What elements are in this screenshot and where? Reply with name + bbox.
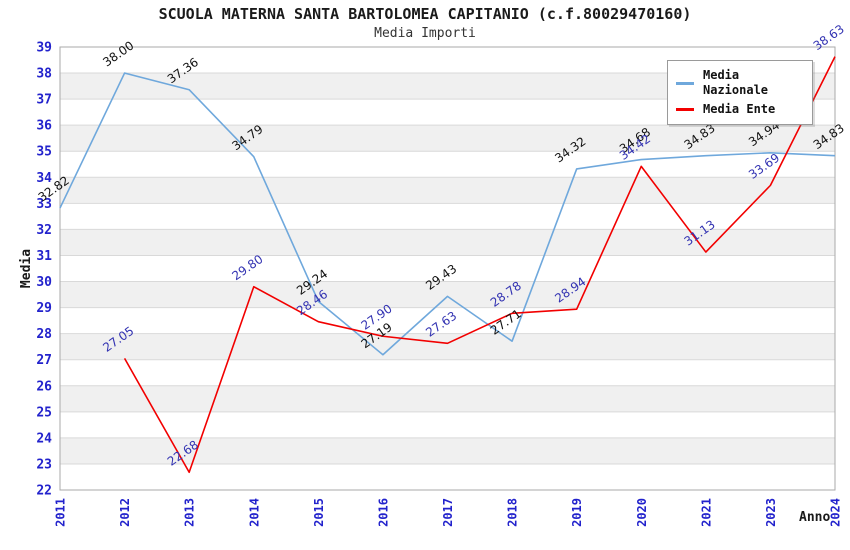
- svg-text:39: 39: [36, 41, 52, 56]
- legend-line-nazionale-icon: [676, 81, 694, 85]
- svg-text:26: 26: [36, 379, 52, 394]
- plot-border: [59, 46, 836, 491]
- svg-text:38.00: 38.00: [100, 38, 136, 69]
- legend-item-media-nazionale: Media Nazionale: [676, 66, 804, 100]
- svg-text:2012: 2012: [118, 498, 132, 527]
- legend-item-label: Media Ente: [703, 102, 776, 116]
- chart-title: SCUOLA MATERNA SANTA BARTOLOMEA CAPITANI…: [158, 5, 692, 23]
- svg-text:25: 25: [36, 405, 52, 420]
- y-axis-tick-labels: 22 23 24 25 26 27 28 29 30 31 32 33 34 35 36 37 38 39: [36, 41, 52, 499]
- svg-text:2015: 2015: [312, 498, 326, 527]
- svg-text:27: 27: [36, 353, 52, 368]
- svg-text:36: 36: [36, 119, 52, 134]
- legend-item-media-ente: Media Ente: [676, 100, 804, 119]
- plot-bands: [60, 73, 835, 464]
- svg-text:2021: 2021: [699, 498, 713, 527]
- svg-text:38: 38: [36, 67, 52, 82]
- svg-text:29: 29: [36, 301, 52, 316]
- svg-text:2024: 2024: [829, 498, 843, 527]
- svg-text:23: 23: [36, 457, 52, 472]
- x-axis-title: Anno: [799, 510, 830, 525]
- svg-text:33: 33: [36, 197, 52, 212]
- svg-text:2017: 2017: [441, 498, 455, 527]
- svg-text:37: 37: [36, 93, 52, 108]
- svg-text:2011: 2011: [54, 498, 68, 527]
- x-axis-tick-labels: 2011 2012 2013 2014 2015 2016 2017 2018 2019 2020…: [54, 498, 843, 527]
- chart-subtitle: Media Importi: [374, 26, 476, 41]
- svg-text:28: 28: [36, 327, 52, 342]
- svg-text:2023: 2023: [764, 498, 778, 527]
- svg-text:35: 35: [36, 145, 52, 160]
- svg-text:2018: 2018: [506, 498, 520, 527]
- y-axis-title: Media: [19, 249, 34, 288]
- svg-text:22: 22: [36, 484, 52, 499]
- svg-text:30: 30: [36, 275, 52, 290]
- svg-text:2016: 2016: [376, 498, 390, 527]
- legend-item-label: Media Nazionale: [703, 68, 769, 97]
- svg-text:2014: 2014: [247, 498, 261, 527]
- svg-text:2020: 2020: [635, 498, 649, 527]
- svg-text:38.63: 38.63: [811, 22, 847, 53]
- svg-text:34: 34: [36, 171, 52, 186]
- svg-text:29.80: 29.80: [229, 252, 265, 283]
- series-line-media-ente: [123, 56, 836, 474]
- svg-text:24: 24: [36, 431, 52, 446]
- legend-line-ente-icon: [676, 108, 694, 111]
- svg-text:31: 31: [36, 249, 52, 264]
- svg-text:2019: 2019: [570, 498, 584, 527]
- svg-text:2013: 2013: [183, 498, 197, 527]
- legend: Media Nazionale Media Ente: [667, 60, 813, 125]
- series-line-media-nazionale: [59, 72, 836, 356]
- svg-text:32: 32: [36, 223, 52, 238]
